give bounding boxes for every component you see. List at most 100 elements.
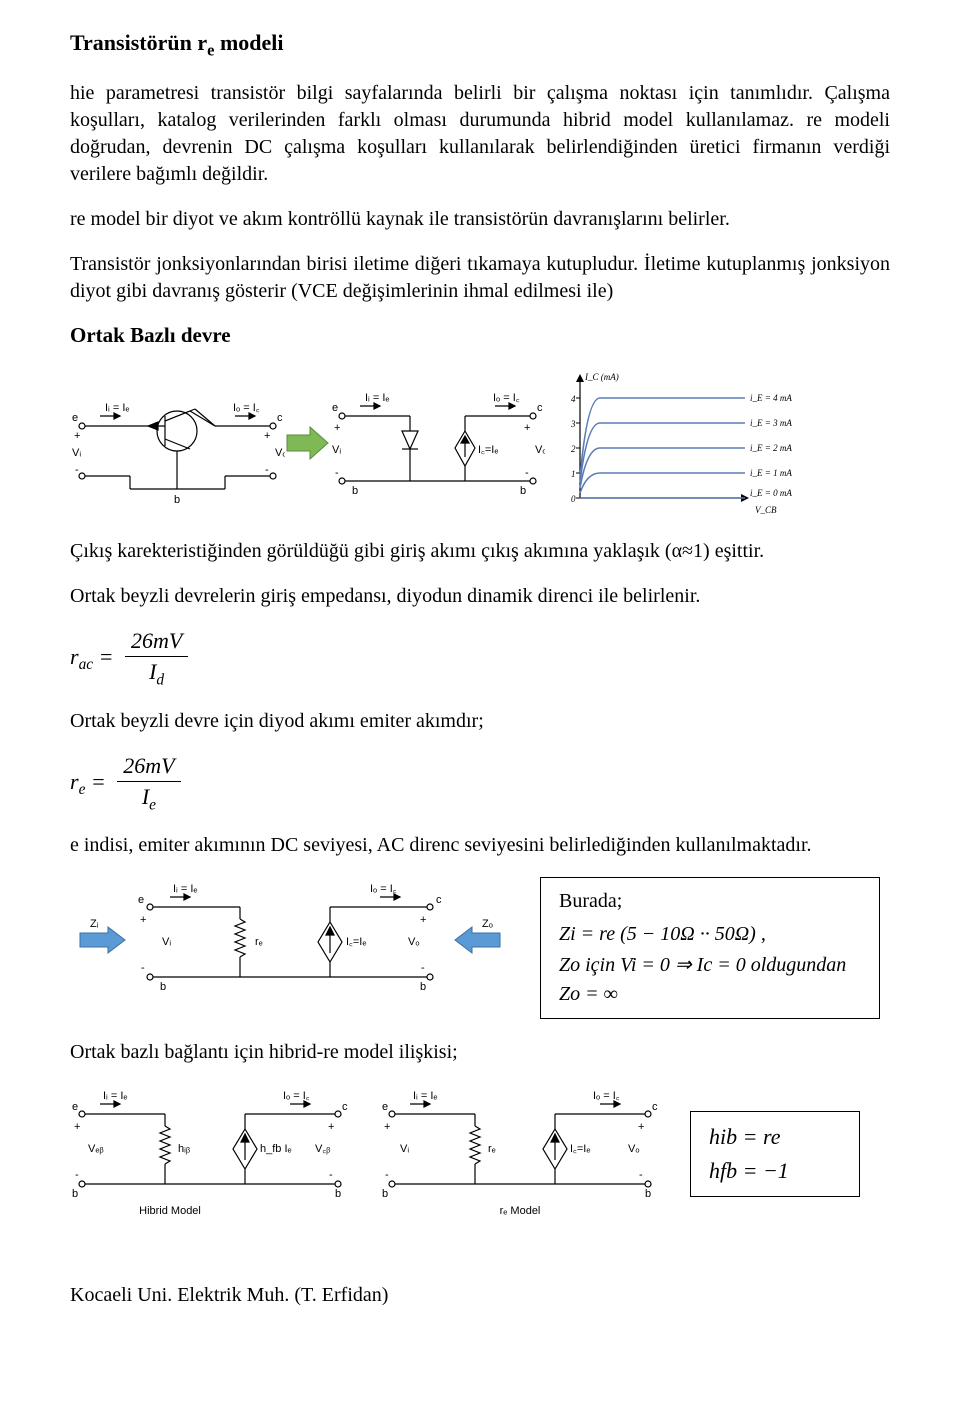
svg-text:c: c [277,412,283,424]
svg-text:1: 1 [571,469,576,479]
chart-output-characteristics: I_C (mA) 0 1 2 3 4 i_E = 4 mA i_E = 3 mA… [545,368,795,518]
svg-text:rₑ: rₑ [255,936,263,948]
svg-text:Vₒ: Vₒ [408,936,420,948]
svg-text:Vₒ: Vₒ [275,447,285,459]
svg-text:4: 4 [571,394,576,404]
svg-text:Zₒ: Zₒ [482,918,493,930]
svg-text:I_C (mA): I_C (mA) [584,372,619,382]
svg-text:rₑ Model: rₑ Model [500,1205,541,1217]
svg-text:+: + [334,422,340,434]
svg-text:I꜀=Iₑ: I꜀=Iₑ [478,444,498,456]
svg-text:-: - [639,1169,643,1181]
svg-text:Iᵢ = Iₑ: Iᵢ = Iₑ [103,1090,127,1102]
paragraph-1: hie parametresi transistör bilgi sayfala… [70,80,890,188]
svg-text:b: b [520,485,526,497]
svg-text:Vᵢ: Vᵢ [400,1143,409,1155]
svg-text:+: + [420,914,426,926]
svg-text:Iₒ = I꜀: Iₒ = I꜀ [493,392,520,404]
svg-text:Vₒ: Vₒ [535,444,545,456]
equation-re: re = 26mV Ie [70,753,890,814]
svg-text:-: - [329,1169,333,1181]
svg-text:b: b [352,485,358,497]
paragraph-5: Ortak beyzli devrelerin giriş empedansı,… [70,583,890,610]
svg-text:+: + [328,1121,334,1133]
svg-text:-: - [421,962,425,974]
paragraph-6: Ortak beyzli devre için diyod akımı emit… [70,708,890,735]
svg-text:h_fb Iₑ: h_fb Iₑ [260,1143,292,1155]
svg-text:c: c [537,402,543,414]
svg-text:Iᵢ = Iₑ: Iᵢ = Iₑ [105,402,129,414]
svg-text:2: 2 [571,444,576,454]
section-title-ortak-bazli: Ortak Bazlı devre [70,323,890,348]
svg-text:b: b [420,981,426,993]
svg-text:I꜀=Iₑ: I꜀=Iₑ [346,936,366,948]
arrow-green-icon [285,423,330,463]
svg-text:Iₒ = I꜀: Iₒ = I꜀ [233,402,260,414]
svg-text:Iₒ = I꜀: Iₒ = I꜀ [370,883,397,895]
svg-text:b: b [72,1188,78,1200]
svg-text:3: 3 [570,419,576,429]
svg-text:Iₒ = I꜀: Iₒ = I꜀ [593,1090,620,1102]
svg-text:Vᵢ: Vᵢ [332,444,341,456]
svg-text:i_E = 4 mA: i_E = 4 mA [750,393,792,403]
svg-text:-: - [75,464,79,476]
figure-row-1: Iᵢ = Iₑ Iₒ = I꜀ e c + + Vᵢ Vₒ - - b [70,368,890,518]
svg-text:+: + [140,914,146,926]
svg-text:c: c [652,1101,658,1113]
svg-text:e: e [382,1101,388,1113]
svg-text:Vᵢ: Vᵢ [162,936,171,948]
svg-text:i_E = 3 mA: i_E = 3 mA [750,418,792,428]
svg-text:V_CB: V_CB [755,505,777,515]
svg-text:+: + [74,430,80,442]
svg-text:Zᵢ: Zᵢ [90,918,99,930]
circuit-re-impedance: Zᵢ Zₒ Iᵢ = Iₑ Iₒ = I꜀ e c + + Vᵢ Vₒ - - … [70,877,510,1007]
equation-rac: rac = 26mV Id [70,628,890,689]
svg-text:i_E = 1 mA: i_E = 1 mA [750,468,792,478]
svg-text:Hibrid Model: Hibrid Model [139,1205,201,1217]
svg-text:-: - [75,1169,79,1181]
paragraph-3: Transistör jonksiyonlarından birisi ilet… [70,251,890,305]
svg-text:Vₑᵦ: Vₑᵦ [88,1143,104,1155]
svg-text:+: + [74,1121,80,1133]
svg-text:-: - [525,467,529,479]
figure-row-3: Iᵢ = Iₑ Iₒ = I꜀ e c + + Vₑᵦ V꜀ᵦ - - hᵢᵦ … [70,1084,890,1224]
svg-text:i_E = 2 mA: i_E = 2 mA [750,443,792,453]
svg-text:c: c [436,894,442,906]
footer-text: Kocaeli Uni. Elektrik Muh. (T. Erfidan) [70,1284,890,1307]
equation-box-hibrid-relation: hib = re hfb = −1 [690,1111,860,1197]
svg-text:+: + [384,1121,390,1133]
svg-text:-: - [385,1169,389,1181]
figure-row-2: Zᵢ Zₒ Iᵢ = Iₑ Iₒ = I꜀ e c + + Vᵢ Vₒ - - … [70,877,890,1019]
equation-box-impedance: Burada; Zi = re (5 − 10Ω ∙∙ 50Ω) , Zo iç… [540,877,880,1019]
svg-text:e: e [72,412,78,424]
svg-text:c: c [342,1101,348,1113]
paragraph-4: Çıkış karekteristiğinden görüldüğü gibi … [70,538,890,565]
svg-text:b: b [382,1188,388,1200]
svg-text:hᵢᵦ: hᵢᵦ [178,1143,191,1155]
svg-text:Iᵢ = Iₑ: Iᵢ = Iₑ [413,1090,437,1102]
svg-text:Vᵢ: Vᵢ [72,447,81,459]
svg-text:e: e [332,402,338,414]
svg-text:Vₒ: Vₒ [628,1143,640,1155]
paragraph-2: re model bir diyot ve akım kontröllü kay… [70,206,890,233]
svg-text:-: - [265,464,269,476]
paragraph-7: e indisi, emiter akımının DC seviyesi, A… [70,832,890,859]
svg-text:0: 0 [571,494,576,504]
svg-text:Iₒ = I꜀: Iₒ = I꜀ [283,1090,310,1102]
svg-text:b: b [645,1188,651,1200]
svg-text:e: e [72,1101,78,1113]
circuit-hibrid-model: Iᵢ = Iₑ Iₒ = I꜀ e c + + Vₑᵦ V꜀ᵦ - - hᵢᵦ … [70,1084,350,1224]
paragraph-8: Ortak bazlı bağlantı için hibrid-re mode… [70,1039,890,1066]
circuit-re-model: Iᵢ = Iₑ Iₒ = I꜀ e c + + Vᵢ Vₒ - - rₑ I꜀=… [380,1084,660,1224]
svg-text:+: + [638,1121,644,1133]
svg-text:Iᵢ = Iₑ: Iᵢ = Iₑ [173,883,197,895]
circuit-diode-source: Iᵢ = Iₑ Iₒ = I꜀ e c + + Vᵢ Vₒ - - I꜀=Iₑ … [330,381,545,506]
circuit-transistor: Iᵢ = Iₑ Iₒ = I꜀ e c + + Vᵢ Vₒ - - b [70,381,285,506]
svg-text:b: b [160,981,166,993]
svg-text:+: + [524,422,530,434]
svg-text:i_E = 0 mA: i_E = 0 mA [750,488,792,498]
svg-text:V꜀ᵦ: V꜀ᵦ [315,1143,331,1155]
svg-text:b: b [335,1188,341,1200]
svg-text:e: e [138,894,144,906]
svg-text:I꜀=Iₑ: I꜀=Iₑ [570,1143,590,1155]
